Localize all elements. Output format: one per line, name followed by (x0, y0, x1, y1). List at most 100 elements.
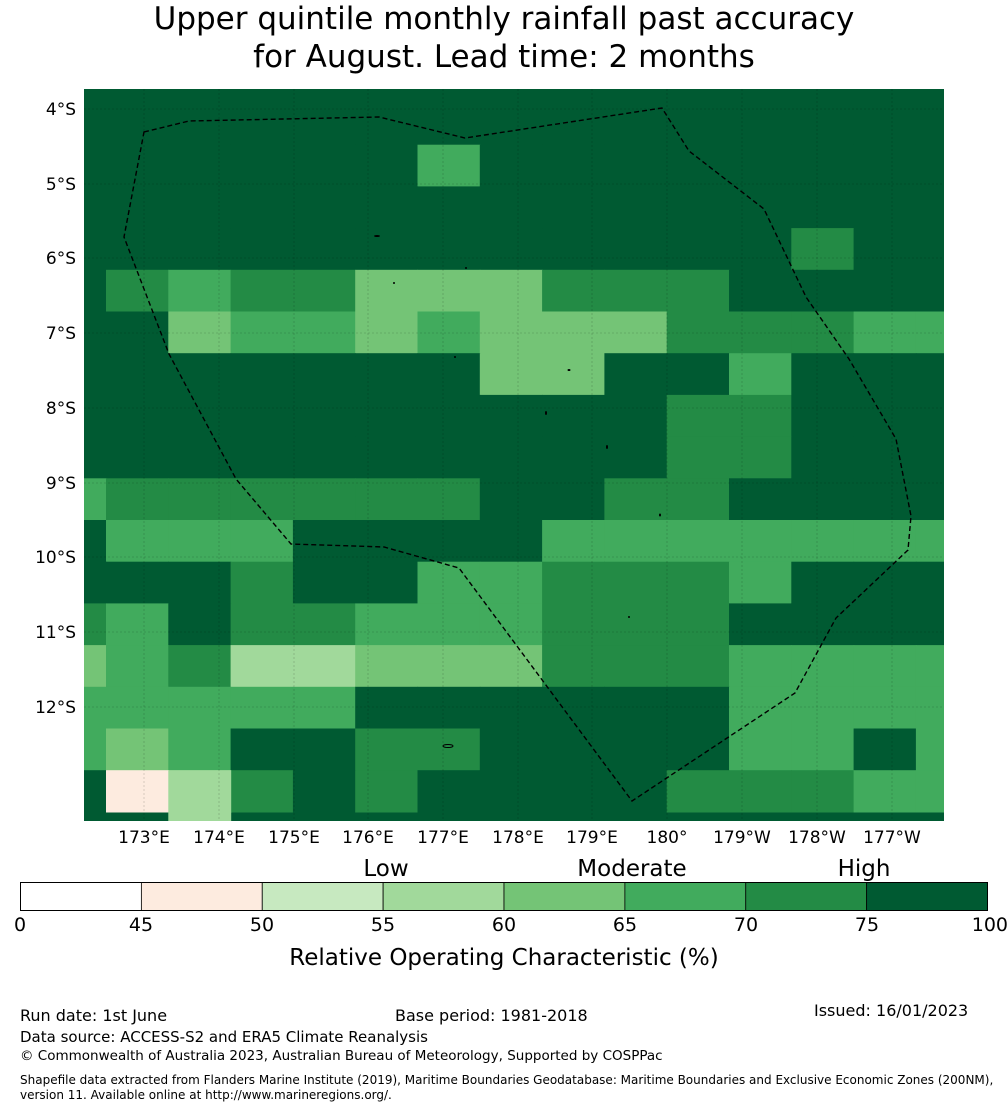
map-cell (479, 144, 543, 187)
map-cell (292, 561, 356, 604)
lon-label: 179°E (566, 828, 618, 848)
colorbar-segment (745, 882, 868, 911)
map-cell (915, 520, 944, 563)
map-cell (729, 645, 792, 688)
map-cell (915, 103, 944, 146)
map-cell (84, 561, 107, 604)
map-cell (355, 353, 419, 396)
map-title: Upper quintile monthly rainfall past acc… (0, 0, 1008, 76)
map-gridlines (84, 89, 944, 821)
map-cell (729, 186, 792, 229)
colorbar-segment (20, 882, 142, 911)
map-cell (292, 603, 356, 646)
map-cell (479, 228, 543, 271)
map-cell (853, 89, 917, 104)
map-cell (417, 436, 481, 479)
map-cell (915, 478, 944, 521)
map-cell (604, 186, 668, 229)
map-cell (230, 311, 294, 354)
map-cell (355, 436, 419, 479)
shapefile-credit-line2: version 11. Available online at http://w… (20, 1088, 392, 1102)
map-cell (542, 103, 605, 146)
map-cell (729, 269, 792, 313)
map-cell (84, 728, 107, 771)
map-cell (542, 436, 605, 479)
map-cell (604, 144, 668, 187)
map-title-line1: Upper quintile monthly rainfall past acc… (153, 1, 855, 37)
base-period: Base period: 1981-2018 (395, 1006, 588, 1025)
map-cell (292, 436, 356, 479)
lon-label: 178°W (788, 828, 846, 848)
map-cell (230, 436, 294, 479)
map-cell (355, 186, 419, 229)
map-cell (542, 186, 605, 229)
map-cell (542, 603, 605, 646)
map-cell (915, 436, 944, 479)
colorbar-category-low: Low (363, 856, 409, 882)
map-cell (230, 520, 294, 563)
map-cell (791, 353, 855, 396)
map-cell (355, 144, 419, 187)
map-cell (791, 728, 855, 771)
map-cell (106, 478, 169, 521)
map-cell (542, 394, 605, 438)
map-cell (84, 686, 107, 730)
map-cell (729, 728, 792, 771)
map-cell (542, 311, 605, 354)
map-cell (84, 311, 107, 354)
map-cell (791, 520, 855, 563)
map-cell (106, 186, 169, 229)
map-cell (230, 686, 294, 730)
map-cell (168, 645, 232, 688)
map-cell (604, 561, 668, 604)
map-cell (915, 561, 944, 604)
map-cell (230, 144, 294, 187)
map-cell (230, 561, 294, 604)
map-cell (417, 728, 481, 771)
map-cell (292, 770, 356, 813)
map-cell (168, 520, 232, 563)
map-cell (84, 520, 107, 563)
map-cell (168, 603, 232, 646)
map-cell (853, 561, 917, 604)
map-cell (84, 353, 107, 396)
map-cell (292, 520, 356, 563)
map-cell (729, 103, 792, 146)
map-cell (417, 686, 481, 730)
map-cell (479, 353, 543, 396)
map-cell (853, 269, 917, 313)
map-cell (604, 311, 668, 354)
map-cell (604, 603, 668, 646)
map-cell (292, 394, 356, 438)
lon-label: 174°E (193, 828, 245, 848)
map-cell (915, 186, 944, 229)
map-cell (915, 353, 944, 396)
map-cell (604, 686, 668, 730)
map-cell (84, 436, 107, 479)
map-cell (292, 478, 356, 521)
lon-label: 175°E (268, 828, 320, 848)
data-source: Data source: ACCESS-S2 and ERA5 Climate … (20, 1028, 428, 1046)
map-cell (168, 89, 232, 104)
lon-label: 176°E (342, 828, 394, 848)
lon-label: 178°E (492, 828, 544, 848)
map-cell (479, 561, 543, 604)
map-cell (479, 728, 543, 771)
map-cell (853, 311, 917, 354)
map-cell (479, 770, 543, 813)
map-cell (355, 228, 419, 271)
map-cell (417, 478, 481, 521)
map-cell (542, 269, 605, 313)
map-cell (666, 520, 730, 563)
map-cell (355, 269, 419, 313)
map-cell (791, 478, 855, 521)
map-cell (791, 144, 855, 187)
map-cell (292, 144, 356, 187)
map-cell (853, 645, 917, 688)
map-cell (853, 478, 917, 521)
map-cell (230, 228, 294, 271)
map-cell (853, 520, 917, 563)
map-cell (666, 394, 730, 438)
map-cell (168, 186, 232, 229)
map-cell (729, 311, 792, 354)
